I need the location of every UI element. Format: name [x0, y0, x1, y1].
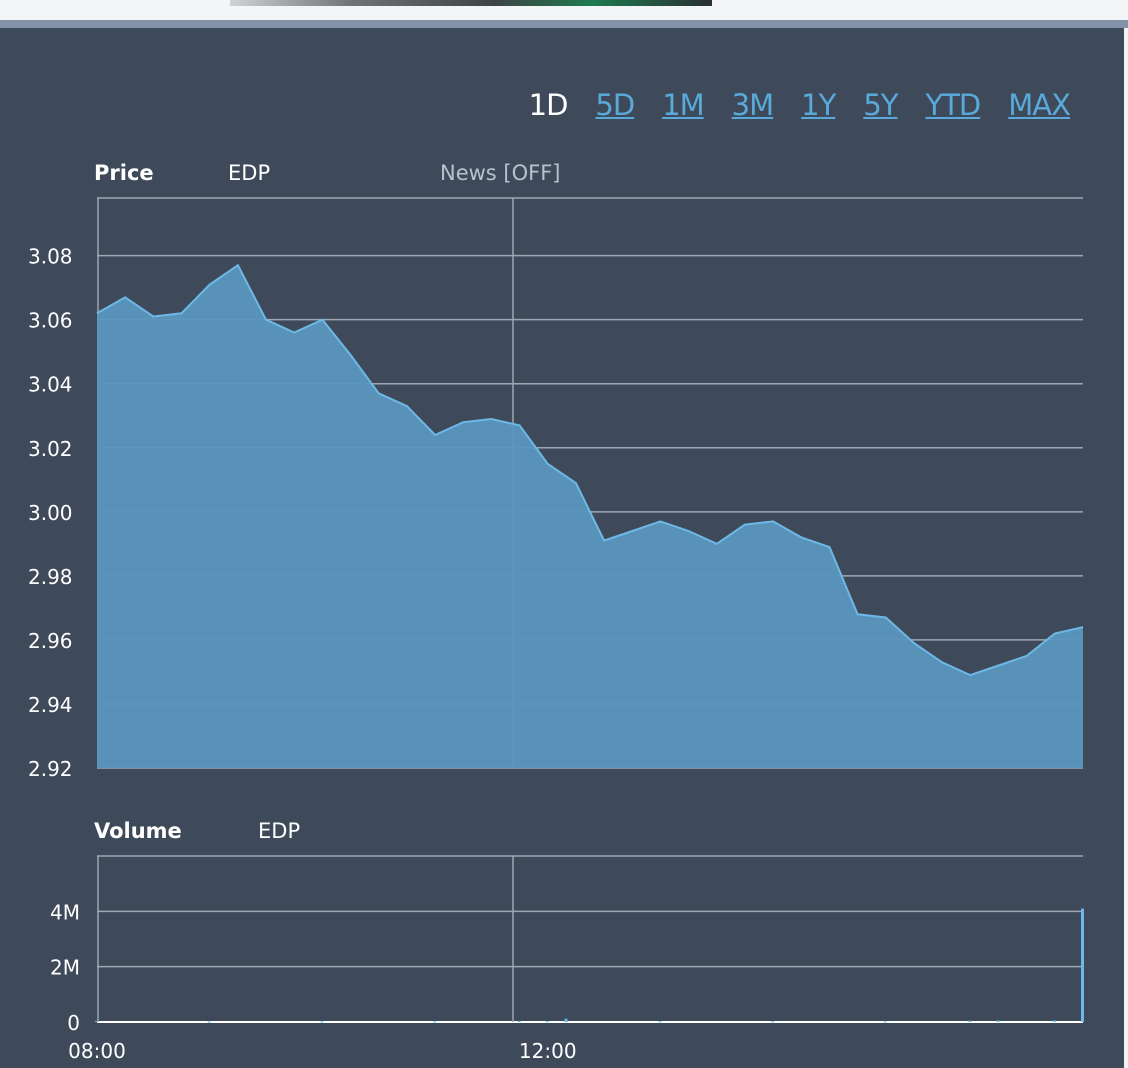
price-y-tick: 2.98	[28, 565, 73, 589]
time-axis-tick: 08:00	[68, 1039, 126, 1063]
volume-bar	[1081, 908, 1084, 1022]
price-panel-title: Price	[94, 161, 154, 185]
range-tab-1d[interactable]: 1D	[528, 88, 569, 122]
range-tab-max[interactable]: MAX	[1008, 88, 1071, 122]
volume-bar	[883, 1021, 887, 1023]
volume-bar	[564, 1018, 568, 1022]
range-tab-ytd[interactable]: YTD	[925, 88, 982, 122]
volume-y-tick: 0	[67, 1011, 80, 1035]
price-y-axis-ticks: 3.08 3.06 3.04 3.02 3.00 2.98 2.96 2.94 2.92	[28, 245, 73, 781]
price-area-fill	[97, 265, 1083, 768]
price-y-tick: 3.00	[28, 501, 73, 525]
volume-bar	[771, 1021, 775, 1023]
volume-axis-ticks: 4M 2M 0 08:00 12:00	[50, 900, 577, 1063]
top-divider-bar	[0, 20, 1128, 28]
header-image-strip	[230, 0, 712, 6]
volume-bars	[95, 908, 1084, 1023]
price-y-tick: 3.08	[28, 245, 73, 269]
price-y-tick: 3.04	[28, 373, 73, 397]
price-line	[96, 263, 1084, 677]
volume-bar	[658, 1021, 662, 1023]
volume-bar	[207, 1021, 211, 1023]
price-y-tick: 3.06	[28, 309, 73, 333]
volume-bar	[320, 1021, 324, 1023]
range-tab-5y[interactable]: 5Y	[863, 88, 898, 122]
price-y-tick: 3.02	[28, 437, 73, 461]
volume-y-tick: 4M	[50, 900, 80, 924]
volume-gridlines	[97, 855, 1083, 1023]
time-axis-tick: 12:00	[519, 1039, 577, 1063]
price-y-tick: 2.92	[28, 757, 73, 781]
range-tab-1m[interactable]: 1M	[662, 88, 704, 122]
price-area-series	[96, 263, 1084, 768]
news-toggle[interactable]: News [OFF]	[440, 161, 561, 185]
volume-bar	[996, 1020, 1000, 1022]
volume-bar	[545, 1021, 549, 1023]
volume-y-tick: 2M	[50, 956, 80, 980]
volume-panel-title: Volume	[94, 819, 182, 843]
price-panel-symbol: EDP	[228, 161, 270, 185]
range-tab-1y[interactable]: 1Y	[801, 88, 836, 122]
volume-bar	[1052, 1020, 1056, 1022]
range-tab-3m[interactable]: 3M	[731, 88, 774, 122]
price-y-tick: 2.94	[28, 693, 73, 717]
range-tab-5d[interactable]: 5D	[595, 88, 635, 122]
volume-bar	[968, 1020, 972, 1022]
volume-bar	[517, 1020, 521, 1022]
volume-bar	[433, 1021, 437, 1023]
range-selector: 1D 5D 1M 3M 1Y 5Y YTD MAX	[501, 88, 1071, 122]
price-y-tick: 2.96	[28, 629, 73, 653]
volume-panel-symbol: EDP	[258, 819, 300, 843]
volume-bar	[95, 1020, 98, 1022]
